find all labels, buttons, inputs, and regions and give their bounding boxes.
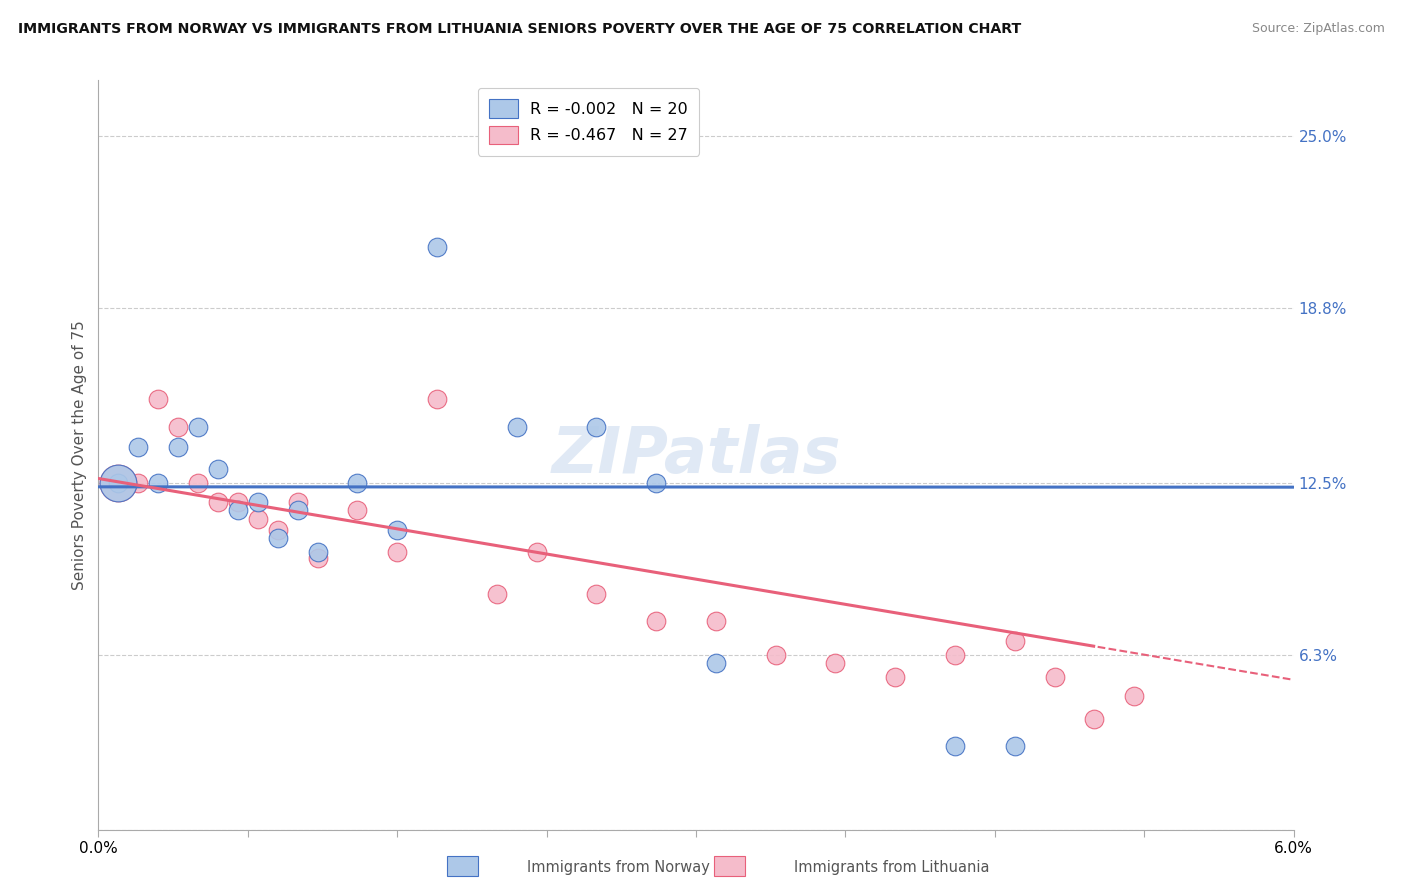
Point xyxy=(824,656,846,670)
Point xyxy=(585,587,607,601)
Point xyxy=(1123,690,1146,704)
Point xyxy=(765,648,787,662)
Point xyxy=(426,240,449,254)
Point xyxy=(385,523,409,537)
Point xyxy=(346,475,368,490)
Point xyxy=(506,420,529,434)
Point xyxy=(207,495,229,509)
Text: ZIPatlas: ZIPatlas xyxy=(551,424,841,486)
Point xyxy=(267,531,290,545)
Legend: R = -0.002   N = 20, R = -0.467   N = 27: R = -0.002 N = 20, R = -0.467 N = 27 xyxy=(478,88,699,155)
Text: Source: ZipAtlas.com: Source: ZipAtlas.com xyxy=(1251,22,1385,36)
Point xyxy=(645,475,668,490)
Point xyxy=(107,475,129,490)
Point xyxy=(943,739,966,754)
Point xyxy=(107,475,129,490)
Point xyxy=(307,545,329,559)
Point xyxy=(148,392,170,407)
Point xyxy=(307,550,329,565)
Point xyxy=(287,495,309,509)
Point xyxy=(107,475,129,490)
Text: Immigrants from Norway: Immigrants from Norway xyxy=(527,860,710,874)
Point xyxy=(943,648,966,662)
Point xyxy=(1083,712,1105,726)
Point xyxy=(585,420,607,434)
Text: Immigrants from Lithuania: Immigrants from Lithuania xyxy=(794,860,990,874)
Point xyxy=(526,545,548,559)
Point xyxy=(127,440,149,454)
Point xyxy=(1004,739,1026,754)
Point xyxy=(148,475,170,490)
Point xyxy=(287,503,309,517)
Point xyxy=(187,475,209,490)
Point xyxy=(267,523,290,537)
Point xyxy=(704,615,727,629)
Point xyxy=(1004,633,1026,648)
Point xyxy=(1043,670,1066,684)
Point xyxy=(246,495,269,509)
Point xyxy=(167,440,190,454)
Point xyxy=(167,420,190,434)
Point xyxy=(426,392,449,407)
Point xyxy=(187,420,209,434)
Point xyxy=(704,656,727,670)
Point xyxy=(246,512,269,526)
Point xyxy=(485,587,508,601)
Point xyxy=(226,503,249,517)
Point xyxy=(385,545,409,559)
Point xyxy=(645,615,668,629)
Y-axis label: Seniors Poverty Over the Age of 75: Seniors Poverty Over the Age of 75 xyxy=(72,320,87,590)
Text: IMMIGRANTS FROM NORWAY VS IMMIGRANTS FROM LITHUANIA SENIORS POVERTY OVER THE AGE: IMMIGRANTS FROM NORWAY VS IMMIGRANTS FRO… xyxy=(18,22,1022,37)
Point xyxy=(884,670,907,684)
Point xyxy=(207,462,229,476)
Point xyxy=(127,475,149,490)
Point xyxy=(346,503,368,517)
Point xyxy=(226,495,249,509)
Point xyxy=(107,475,129,490)
